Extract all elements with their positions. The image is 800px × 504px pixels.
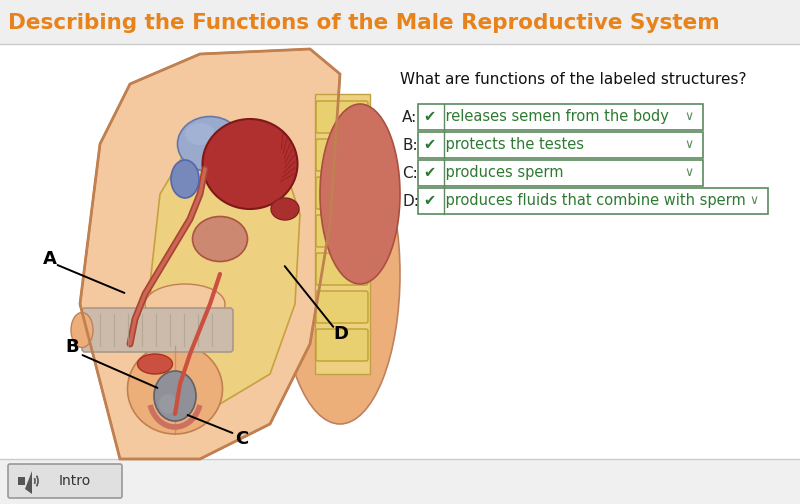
Ellipse shape [202, 119, 298, 209]
Text: ✔  produces sperm: ✔ produces sperm [424, 165, 563, 180]
FancyBboxPatch shape [316, 291, 368, 323]
Text: A: A [43, 250, 57, 268]
Bar [18, 477, 25, 485]
Bar [418, 104, 703, 130]
Text: ∨: ∨ [685, 110, 694, 123]
Text: ✔  protects the testes: ✔ protects the testes [424, 138, 584, 153]
Text: C: C [235, 430, 249, 448]
Ellipse shape [280, 124, 400, 424]
Text: C:: C: [402, 165, 418, 180]
FancyBboxPatch shape [8, 464, 122, 498]
Text: Intro: Intro [59, 474, 91, 488]
Ellipse shape [159, 394, 177, 414]
Ellipse shape [71, 312, 93, 347]
Text: Describing the Functions of the Male Reproductive System: Describing the Functions of the Male Rep… [8, 13, 720, 33]
Text: ∨: ∨ [685, 166, 694, 179]
PathPatch shape [150, 134, 300, 404]
Ellipse shape [127, 344, 222, 434]
FancyBboxPatch shape [316, 215, 368, 247]
Text: D:: D: [402, 194, 419, 209]
Ellipse shape [185, 123, 215, 145]
Polygon shape [25, 471, 32, 494]
Text: ∨: ∨ [750, 195, 758, 208]
Bar [418, 132, 703, 158]
Text: ✔  produces fluids that combine with sperm: ✔ produces fluids that combine with sper… [424, 194, 746, 209]
FancyBboxPatch shape [316, 329, 368, 361]
Text: B:: B: [402, 138, 418, 153]
Text: What are functions of the labeled structures?: What are functions of the labeled struct… [400, 72, 746, 87]
Text: D: D [334, 325, 349, 343]
Bar [0, 459, 800, 504]
PathPatch shape [80, 49, 340, 459]
Bar [0, 0, 800, 44]
Ellipse shape [154, 371, 196, 421]
Ellipse shape [271, 198, 299, 220]
Bar [418, 188, 768, 214]
Ellipse shape [193, 217, 247, 262]
Text: B: B [65, 338, 79, 356]
Text: ∨: ∨ [685, 139, 694, 152]
Bar [315, 94, 370, 374]
Text: ✔  releases semen from the body: ✔ releases semen from the body [424, 109, 669, 124]
Bar [418, 160, 703, 186]
Ellipse shape [145, 284, 225, 324]
FancyBboxPatch shape [82, 308, 233, 352]
FancyBboxPatch shape [316, 177, 368, 209]
Text: A:: A: [402, 109, 418, 124]
FancyBboxPatch shape [316, 101, 368, 133]
FancyBboxPatch shape [316, 253, 368, 285]
FancyBboxPatch shape [316, 139, 368, 171]
Ellipse shape [171, 160, 199, 198]
Ellipse shape [178, 116, 242, 171]
Ellipse shape [320, 104, 400, 284]
Ellipse shape [138, 354, 173, 374]
